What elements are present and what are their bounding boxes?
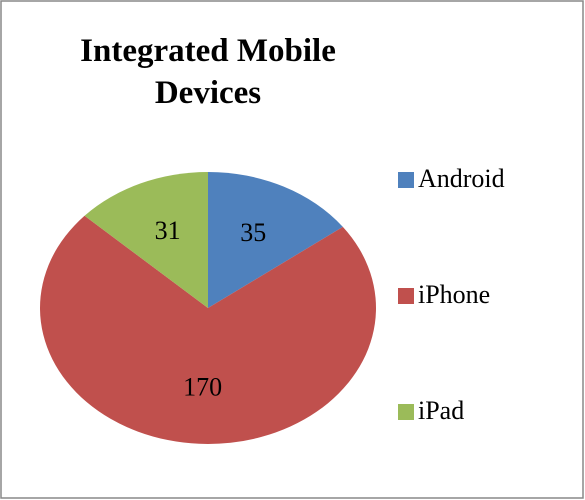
pie-slice [84,172,208,308]
legend-swatch [398,288,414,304]
data-label: 31 [155,216,181,245]
data-label: 35 [240,218,266,247]
data-label: 170 [183,372,222,401]
legend-swatch [398,404,414,420]
legend-swatch [398,172,414,188]
legend-label: iPad [418,396,464,425]
pie-slice [40,215,377,445]
chart-title: Integrated Mobile Devices [80,33,336,111]
legend-label: iPhone [418,280,490,309]
pie-slice [208,172,343,308]
legend-label: Android [418,164,505,193]
